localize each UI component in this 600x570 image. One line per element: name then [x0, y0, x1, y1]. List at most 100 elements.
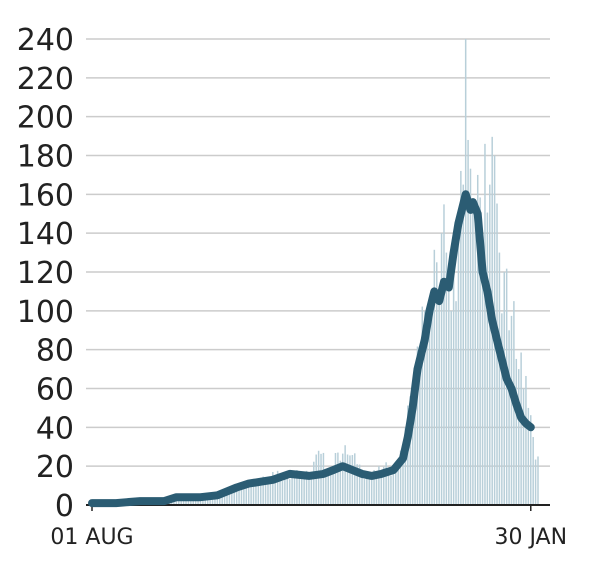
daily-bar: [498, 252, 501, 505]
daily-bar: [262, 476, 264, 505]
daily-bar: [305, 470, 308, 505]
daily-bar: [197, 497, 199, 505]
daily-bar: [366, 475, 368, 505]
daily-bar: [281, 481, 284, 505]
daily-bar: [228, 492, 231, 505]
daily-bar: [411, 398, 414, 505]
daily-bar: [433, 249, 436, 505]
x-axis-ticks: 01 AUG 30 JAN: [50, 505, 567, 550]
daily-bar: [409, 396, 411, 505]
average-line: [88, 190, 535, 508]
daily-bar: [375, 475, 378, 505]
daily-bar: [392, 466, 395, 505]
daily-bar: [421, 306, 424, 505]
daily-bar: [397, 462, 399, 505]
daily-bar: [175, 498, 178, 505]
daily-bar: [354, 453, 356, 505]
daily-bar: [329, 467, 332, 505]
daily-bar: [209, 498, 211, 505]
daily-bar: [315, 454, 317, 505]
daily-bar: [423, 310, 426, 505]
daily-bar: [489, 184, 491, 505]
daily-bar: [356, 464, 358, 505]
daily-bar: [313, 461, 315, 505]
y-tick-label: 40: [36, 411, 74, 446]
daily-bar: [288, 479, 291, 505]
daily-bar: [380, 471, 383, 505]
daily-bar: [368, 477, 370, 505]
daily-bar: [192, 498, 195, 505]
daily-bar: [214, 497, 216, 505]
daily-bar: [515, 358, 518, 505]
daily-bar: [361, 476, 363, 505]
daily-bar: [221, 493, 223, 505]
daily-bar: [194, 499, 197, 505]
daily-bar: [438, 294, 440, 505]
daily-bar: [484, 143, 486, 505]
daily-bar: [467, 139, 469, 505]
daily-bar: [274, 477, 276, 505]
daily-bar: [334, 452, 337, 505]
daily-bar: [363, 479, 366, 505]
daily-bar: [252, 483, 255, 505]
daily-bar: [240, 482, 243, 505]
daily-bar: [428, 303, 431, 505]
daily-bar: [402, 445, 404, 505]
daily-bar: [460, 170, 462, 505]
daily-bar: [443, 204, 445, 505]
daily-bar: [534, 459, 537, 505]
daily-bar: [332, 470, 334, 505]
daily-bar: [452, 238, 455, 505]
x-tick-label: 01 AUG: [50, 525, 133, 550]
daily-bar: [264, 479, 267, 505]
daily-bar: [399, 450, 402, 505]
daily-bar: [226, 491, 228, 505]
daily-bar: [293, 477, 296, 505]
daily-bar: [358, 464, 361, 505]
daily-bar: [298, 471, 301, 505]
daily-bar: [284, 475, 286, 505]
daily-bar: [325, 469, 327, 505]
daily-bar: [530, 415, 532, 505]
daily-bar: [178, 497, 180, 505]
daily-bar: [250, 480, 252, 505]
y-tick-label: 220: [17, 62, 74, 97]
y-tick-label: 100: [17, 295, 74, 330]
daily-bar: [479, 197, 481, 505]
daily-bar: [206, 498, 209, 505]
daily-bar: [537, 456, 539, 505]
daily-bar: [455, 301, 457, 505]
daily-bar: [320, 453, 322, 505]
daily-bar: [327, 473, 330, 505]
daily-bar: [202, 498, 204, 505]
daily-bar: [476, 174, 479, 505]
daily-bar: [296, 470, 298, 505]
daily-bar: [385, 462, 387, 505]
daily-bar: [387, 474, 390, 505]
daily-bar: [525, 375, 527, 505]
y-tick-label: 240: [17, 23, 74, 58]
daily-bar: [267, 480, 269, 505]
daily-bar: [462, 184, 465, 505]
daily-bar: [300, 475, 303, 505]
daily-bar: [520, 352, 522, 505]
daily-bar: [190, 497, 192, 505]
daily-bar: [344, 445, 346, 505]
daily-bar: [503, 272, 505, 505]
daily-bar: [407, 405, 409, 505]
daily-bar: [233, 490, 235, 505]
daily-bar: [322, 452, 325, 505]
daily-bar: [527, 407, 530, 505]
daily-bar: [255, 481, 257, 505]
daily-bar: [341, 453, 344, 505]
y-tick-label: 60: [36, 373, 74, 408]
daily-bar: [219, 494, 221, 505]
daily-bar: [464, 39, 467, 505]
daily-bar: [231, 490, 233, 505]
daily-bar: [216, 493, 219, 505]
daily-bar: [390, 475, 392, 505]
daily-bar: [351, 455, 354, 505]
x-tick-label: 30 JAN: [494, 525, 567, 550]
y-tick-label: 80: [36, 334, 74, 369]
